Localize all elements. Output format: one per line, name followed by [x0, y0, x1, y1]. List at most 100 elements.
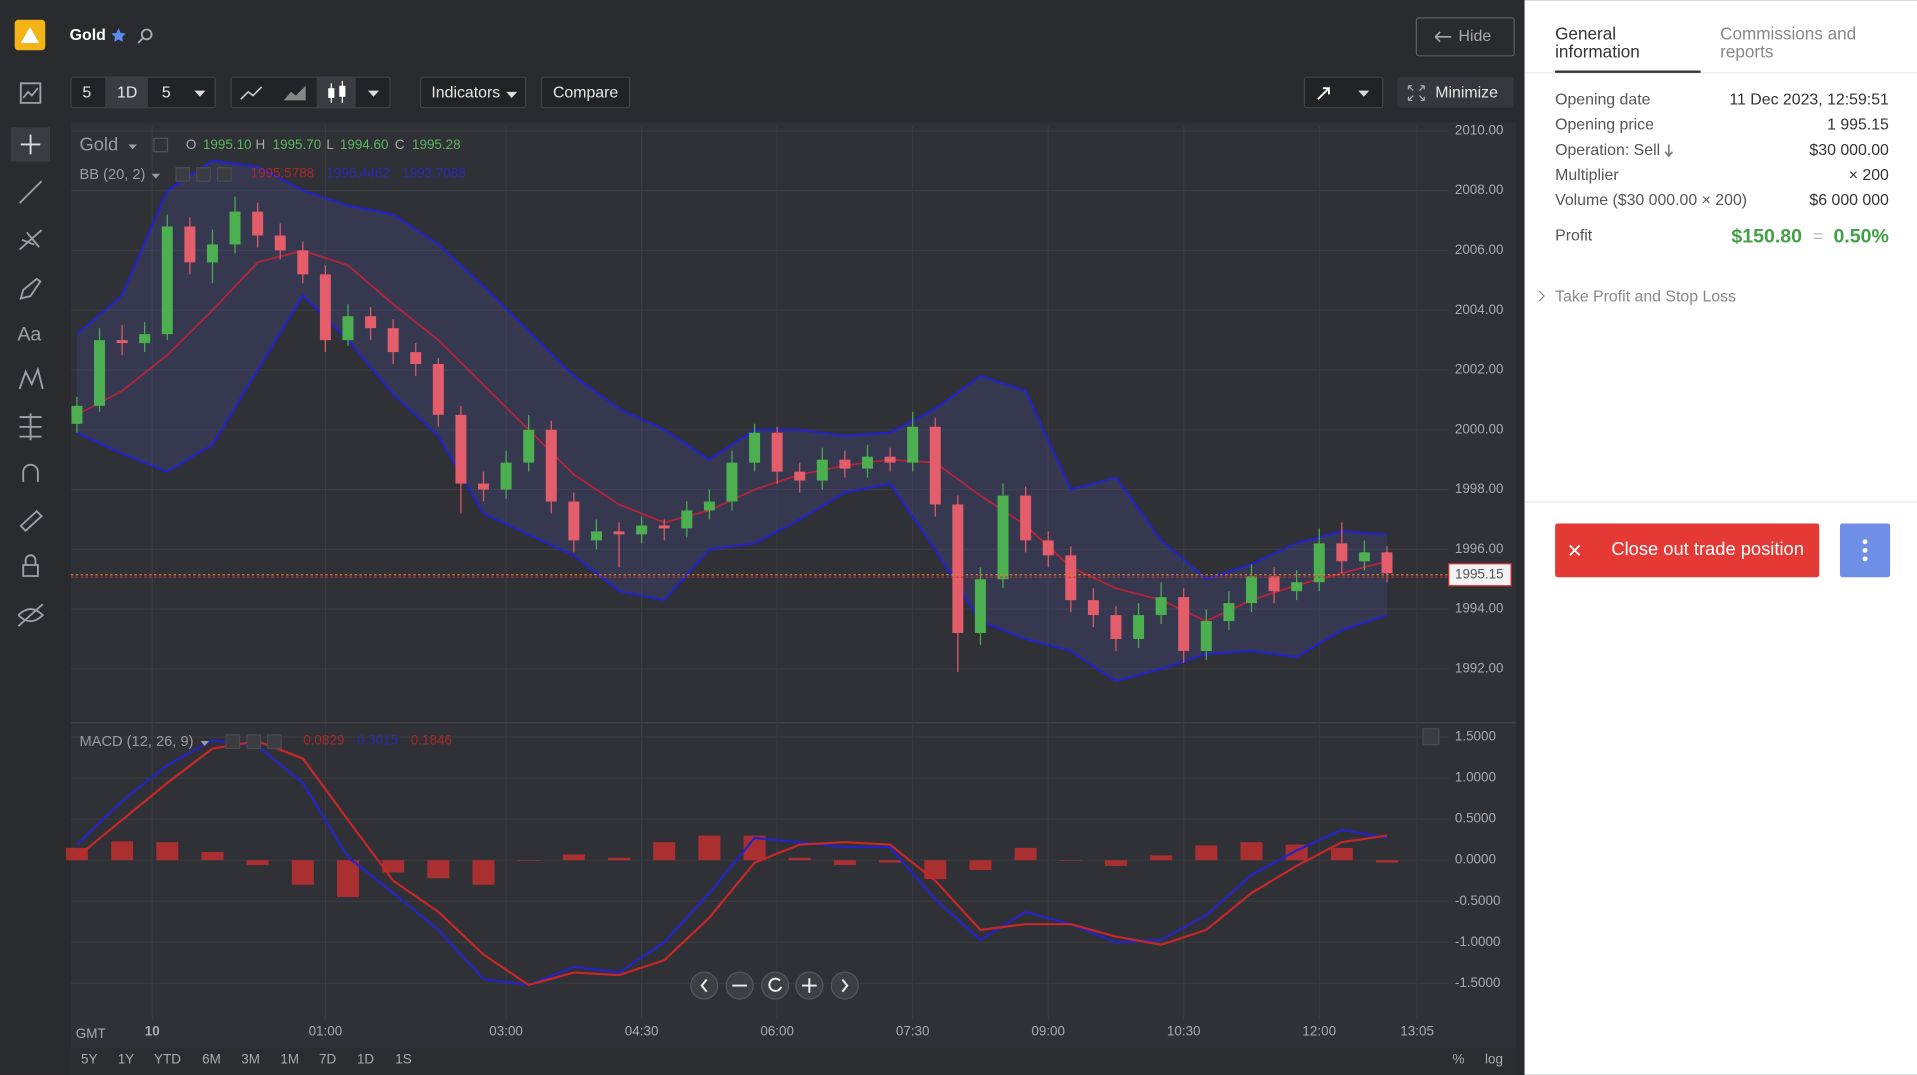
trend-dropdown[interactable]: [1358, 90, 1370, 97]
bb-controls[interactable]: [175, 167, 232, 182]
candle-body: [71, 405, 83, 424]
candle-body: [1178, 597, 1190, 651]
tab-commissions[interactable]: Commissions and reports: [1720, 24, 1857, 62]
legend-instrument[interactable]: Gold: [79, 134, 118, 155]
more-icon: [1862, 539, 1868, 562]
y-tick-label: 1998.00: [1455, 481, 1504, 496]
histogram-bar: [833, 860, 856, 866]
ruler-tool[interactable]: [19, 509, 43, 533]
candle-body: [884, 456, 896, 463]
text-tool[interactable]: Aa: [17, 323, 41, 345]
range-button[interactable]: 1S: [395, 1052, 411, 1067]
candle-body: [703, 501, 715, 511]
scroll-right[interactable]: [830, 971, 859, 1000]
favorite-star[interactable]: [111, 28, 126, 42]
labels: 10 01:00 03:00 04:30 06:00 07:30 09:00 10:30 12:…: [145, 122, 1512, 1039]
candle-icon-body: [339, 85, 346, 97]
scroll-left[interactable]: [690, 971, 719, 1000]
candle-body: [1155, 597, 1167, 616]
macd-controls[interactable]: [225, 734, 282, 750]
range-button[interactable]: 6M: [202, 1052, 221, 1067]
profit-equals: =: [1813, 227, 1823, 246]
range-button[interactable]: 1Y: [118, 1052, 134, 1067]
crosshair-tool[interactable]: [20, 134, 41, 155]
close-position-label: Close out trade position: [1611, 538, 1804, 559]
magnet-tool[interactable]: [22, 463, 39, 482]
search-handle: [137, 37, 144, 44]
lock-tool[interactable]: [22, 554, 39, 577]
candle-body: [116, 340, 128, 344]
brush-tool[interactable]: [19, 277, 42, 300]
histogram-bar: [111, 841, 134, 861]
candle-body: [1087, 600, 1099, 616]
ohlc-value: 1995.10: [203, 137, 252, 152]
macd-expand[interactable]: [1422, 728, 1440, 746]
bb-legend[interactable]: BB (20, 2): [79, 167, 145, 183]
interval-button[interactable]: 5: [82, 84, 91, 101]
range-button[interactable]: 7D: [319, 1052, 336, 1067]
candle-body: [726, 462, 738, 502]
range-button[interactable]: 1D: [357, 1052, 374, 1067]
candle-body: [545, 429, 557, 502]
fib-tool[interactable]: [18, 229, 43, 251]
close-position-button[interactable]: [1555, 523, 1820, 578]
dot: [1862, 547, 1868, 553]
line-tool[interactable]: [18, 180, 43, 204]
candle-body: [974, 579, 986, 634]
minimize-icon: [1407, 85, 1425, 102]
histogram-bar: [924, 860, 947, 880]
band-fill: [76, 160, 1388, 681]
minimize-button[interactable]: [1397, 77, 1514, 108]
compare-button[interactable]: [540, 76, 631, 109]
log-toggle[interactable]: log: [1485, 1052, 1503, 1067]
histogram-bar: [608, 857, 631, 861]
hide-button[interactable]: [1415, 17, 1515, 57]
range-button[interactable]: 3M: [241, 1052, 260, 1067]
macd-value: 0.3015: [357, 733, 398, 748]
hide-tool[interactable]: [17, 603, 45, 627]
drawing-group: [1303, 76, 1384, 109]
period-label: 1D: [117, 84, 137, 101]
candle-body: [94, 340, 106, 406]
pattern-tool[interactable]: [18, 366, 44, 390]
histogram-bar: [969, 860, 992, 871]
x-tick-label: 10:30: [1167, 1024, 1201, 1039]
measure-tool[interactable]: [19, 413, 42, 441]
histogram-bar: [517, 860, 540, 861]
candle-type-button[interactable]: [316, 77, 356, 108]
range-button[interactable]: 5Y: [81, 1052, 97, 1067]
histogram-bar: [382, 860, 405, 873]
indicators-button[interactable]: [419, 76, 527, 109]
line-type-button[interactable]: [240, 86, 263, 100]
candle-body: [613, 531, 625, 535]
legend-settings[interactable]: [153, 137, 169, 153]
info-label: Volume ($30 000.00 × 200): [1555, 192, 1747, 209]
range-button[interactable]: YTD: [154, 1052, 181, 1067]
search-icon[interactable]: [140, 28, 153, 41]
histogram-bar: [1330, 847, 1353, 861]
histogram-bar: [1150, 855, 1173, 861]
timezone-label: GMT: [76, 1026, 106, 1041]
chart-tool[interactable]: [19, 82, 42, 104]
candle-body: [568, 501, 580, 541]
reset[interactable]: [761, 971, 790, 1000]
macd-legend[interactable]: MACD (12, 26, 9): [79, 734, 193, 750]
sidebar: [11, 82, 51, 627]
area-type-button[interactable]: [283, 85, 306, 101]
band-upper: [76, 159, 1388, 581]
histogram-bar: [336, 860, 359, 898]
trend-button[interactable]: [1317, 87, 1330, 100]
interval-dropdown[interactable]: [194, 90, 206, 97]
chart-type-dropdown[interactable]: [367, 90, 379, 97]
ohlc-label: H: [256, 137, 266, 152]
range-button[interactable]: 1M: [280, 1052, 299, 1067]
period-button[interactable]: [105, 77, 148, 108]
info-label: Opening price: [1555, 117, 1654, 134]
count-button[interactable]: 5: [162, 84, 171, 101]
histogram-bar: [788, 857, 811, 861]
tp-sl-toggle[interactable]: Take Profit and Stop Loss: [1555, 288, 1736, 305]
tab-general[interactable]: General information: [1555, 24, 1640, 62]
percent-toggle[interactable]: %: [1453, 1052, 1465, 1067]
info-label: Opening date: [1555, 92, 1650, 109]
